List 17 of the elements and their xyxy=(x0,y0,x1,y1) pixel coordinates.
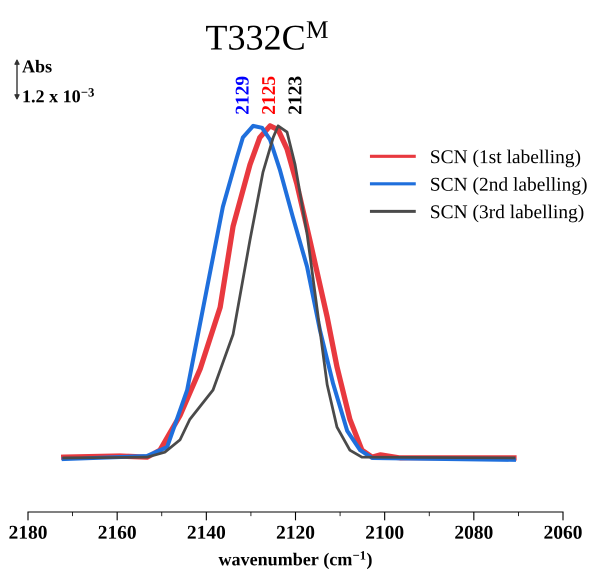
legend-label: SCN (2nd labelling) xyxy=(431,177,587,195)
x-tick-label: 2100 xyxy=(366,526,404,539)
legend-label: SCN (3rd labelling) xyxy=(431,204,584,222)
x-tick-label: 2180 xyxy=(9,526,47,539)
x-tick-label: 2060 xyxy=(544,526,582,539)
text: Abs xyxy=(22,60,52,73)
legend-label: SCN (1st labelling) xyxy=(431,150,580,168)
chart-title: T332C$^{M}$ xyxy=(206,21,328,50)
x-tick-label: 2080 xyxy=(455,526,493,539)
annotation: 2125 xyxy=(262,76,276,114)
x-tick-label: 2160 xyxy=(98,526,136,539)
x-tick-label: 2120 xyxy=(276,526,314,539)
x-axis-title: wavenumber (cm$^{−1}$) xyxy=(218,551,372,570)
text: 1.2 x 10$^{−3}$ xyxy=(23,88,94,103)
annotation: 2129 xyxy=(236,76,249,114)
x-tick-label: 2140 xyxy=(188,526,226,539)
annotation: 2123 xyxy=(288,76,302,114)
